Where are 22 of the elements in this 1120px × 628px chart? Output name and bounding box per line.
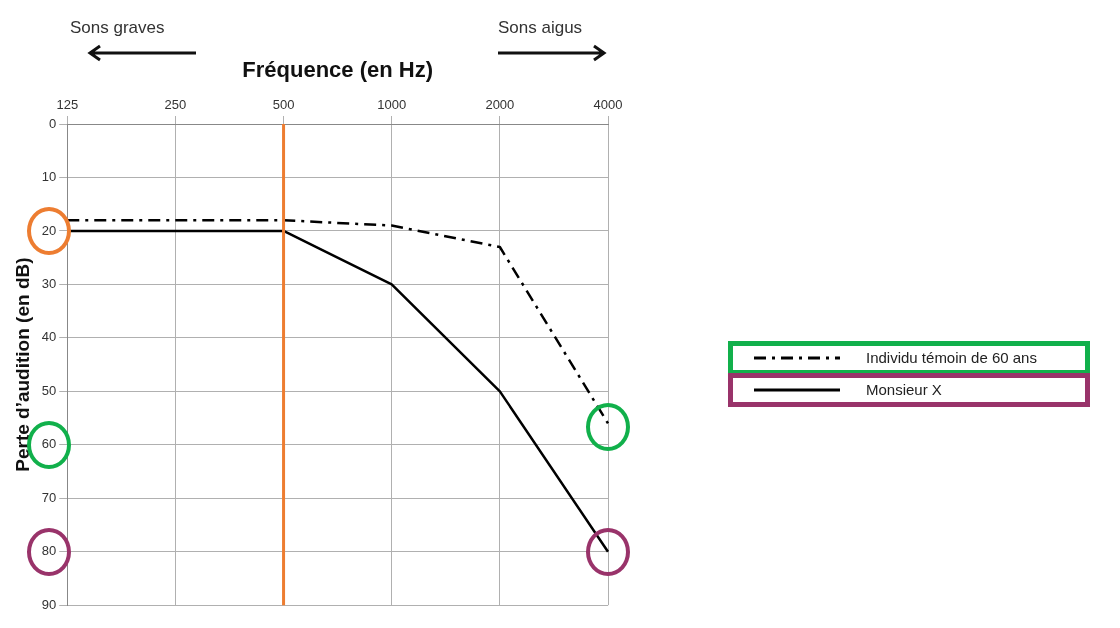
x-tick-label: 2000 [485,96,515,112]
y-tick-label: 80 [41,543,57,559]
y-tick-label: 10 [41,169,57,185]
x-tick-label: 250 [164,96,187,112]
x-tick-label: 1000 [377,96,407,112]
y-axis-title: Perte d’audition (en dB) [11,257,33,472]
text: Sons aigus [498,18,583,38]
y-tick-label: 90 [41,596,57,612]
x-tick-label: 500 [272,96,295,112]
x-axis-title: Fréquence (en Hz) [242,57,433,83]
x-tick-label: 125 [56,96,79,112]
y-tick-label: 0 [49,115,57,131]
y-tick-label: 30 [41,275,57,291]
y-tick-label: 70 [41,489,57,505]
y-tick-label: 40 [41,329,57,345]
y-tick-label: 50 [41,382,57,398]
text: Sons graves [70,18,165,38]
y-tick-label: 60 [41,436,57,452]
text: Individu témoin de 60 ans [866,349,1037,366]
text: Monsieur X [866,381,942,398]
x-tick-label: 4000 [593,96,623,112]
y-tick-label: 20 [41,222,57,238]
